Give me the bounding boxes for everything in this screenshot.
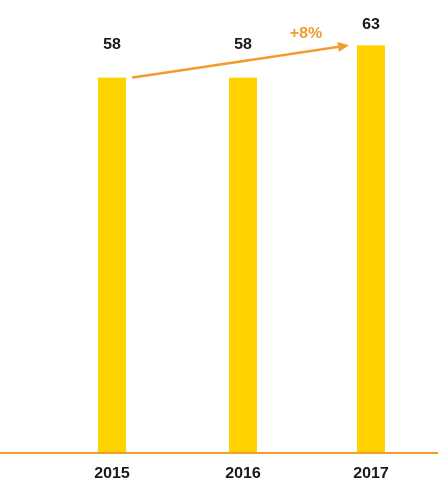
value-label-2016: 58 xyxy=(234,36,252,53)
value-label-2017: 63 xyxy=(362,16,380,33)
growth-arrow xyxy=(131,45,339,79)
growth-label: +8% xyxy=(290,25,322,42)
value-labels-group: 58 58 63 xyxy=(103,16,380,53)
growth-annotation: +8% xyxy=(131,25,349,79)
x-tick-label-2017: 2017 xyxy=(353,465,389,482)
x-tick-label-2016: 2016 xyxy=(225,465,261,482)
x-tick-label-2015: 2015 xyxy=(94,465,130,482)
bar-2017 xyxy=(357,45,385,454)
growth-arrowhead xyxy=(337,41,349,52)
bar-2016 xyxy=(229,77,257,454)
bar-2015 xyxy=(98,77,126,454)
tick-labels-group: 2015 2016 2017 xyxy=(94,465,389,482)
value-label-2015: 58 xyxy=(103,36,121,53)
bars-group xyxy=(98,45,385,454)
